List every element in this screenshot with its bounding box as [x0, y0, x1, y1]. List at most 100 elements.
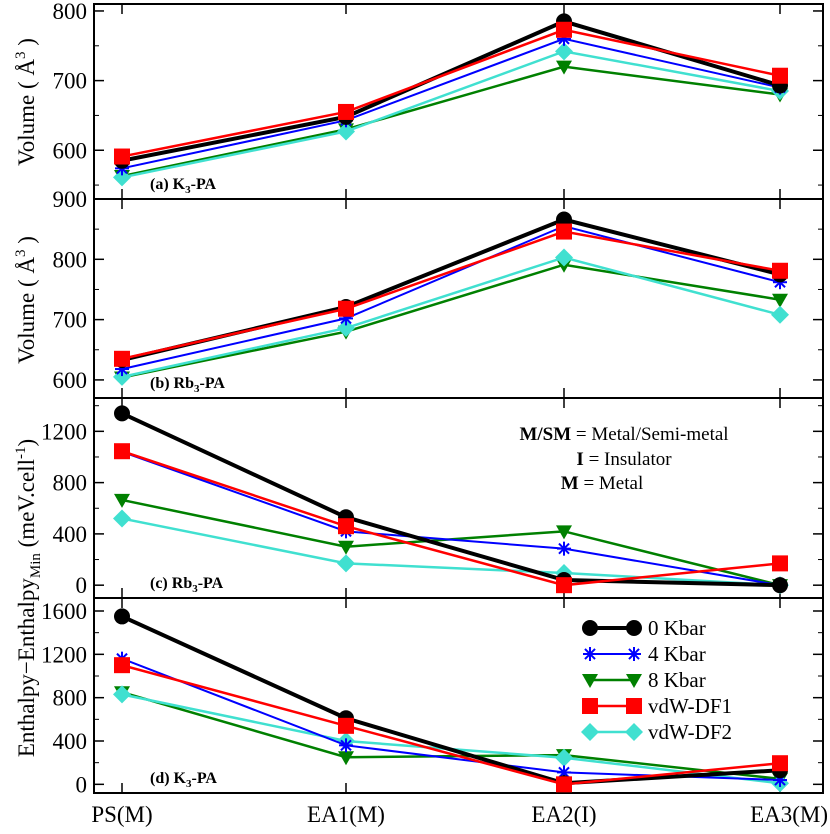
panel-label-text: (c) Rb [150, 575, 192, 592]
data-point-8-kbar [772, 293, 788, 308]
data-point-vdw-df2 [337, 554, 355, 573]
annotation-line: I = Insulator [576, 449, 672, 470]
panel-label-subscript: 3 [192, 583, 198, 595]
panel-label-b: (b) Rb3-PA [150, 375, 225, 395]
panel-label-c: (c) Rb3-PA [150, 575, 224, 595]
legend-item: vdW-DF1 [582, 694, 732, 718]
legend-marker-left [581, 723, 599, 741]
data-point-vdw-df1 [772, 555, 788, 572]
legend-marker-right [626, 674, 642, 688]
y-axis-label-superscript: 3 [13, 52, 29, 60]
series-line-vdw-df1 [121, 28, 781, 158]
y-tick-label: 0 [76, 772, 88, 797]
series-line-vdw-df2 [121, 517, 781, 587]
y-axis-label-superscript: -1 [13, 446, 29, 459]
y-axis-label-text: (meV.cell [14, 459, 39, 553]
data-point-vdw-df2 [337, 122, 355, 141]
data-point-vdw-df1 [338, 103, 354, 120]
series-line-8-kbar [121, 263, 781, 379]
data-point-vdw-df1 [114, 657, 130, 674]
y-axis-label-text: Enthalpy−Enthalpy [14, 578, 39, 758]
x-tick-label: EA1(M) [307, 802, 385, 827]
legend-marker-right-stroke [628, 648, 640, 660]
data-point-0-kbar [556, 211, 572, 228]
legend-marker-right [625, 723, 643, 741]
annotation-key: M/SM [519, 424, 571, 445]
data-point-4-kbar-stroke [558, 766, 570, 779]
y-tick-label: 0 [76, 573, 88, 598]
y-tick-label: 600 [53, 368, 88, 393]
panel-label-text: -PA [198, 575, 224, 592]
x-tick-label: EA3(M) [750, 802, 828, 827]
legend-marker-right [626, 620, 642, 636]
annotation-key: M [561, 473, 579, 494]
y-tick-label: 400 [53, 522, 88, 547]
panel-label-text: (a) K [150, 176, 186, 193]
x-tick-label: EA2(I) [531, 802, 596, 827]
panel-frame-a [93, 3, 824, 200]
data-point-vdw-df1 [338, 300, 354, 317]
panel-label-d: (d) K3-PA [150, 770, 217, 790]
y-axis-label-subscript: Min [28, 553, 44, 579]
y-axis-label-text: ) [14, 38, 39, 51]
y-tick-label: 1200 [41, 419, 87, 444]
panel-label-text: -PA [200, 375, 226, 392]
data-point-4-kbar [557, 541, 571, 556]
legend-item: vdW-DF2 [581, 720, 732, 744]
data-point-4-kbar-stroke [558, 542, 570, 555]
annotation-line: M = Metal [561, 473, 643, 494]
panel-label-a: (a) K3-PA [150, 176, 217, 196]
series-line-vdw-df1 [121, 450, 781, 587]
series-line-0-kbar [121, 411, 781, 588]
data-point-4-kbar-stroke [340, 739, 352, 752]
annotation-value: = Metal [579, 473, 644, 494]
data-point-vdw-df1 [556, 223, 572, 240]
panel-frame-d [93, 597, 824, 794]
panel-c: 0 400 800 1200 (c) Rb3-PA [41, 397, 824, 599]
data-point-vdw-df2 [555, 748, 573, 767]
data-point-8-kbar [556, 60, 572, 75]
panel-frame-b [93, 198, 824, 399]
y-tick-label: 800 [53, 247, 88, 272]
y-axis-label-text: Volume ( Å [14, 59, 39, 166]
panel-label-text: -PA [191, 176, 217, 193]
data-point-vdw-df2 [771, 305, 789, 324]
y-axis-label-enthalpy: Enthalpy−EnthalpyMin (meV.cell-1) [13, 439, 44, 757]
data-point-vdw-df1 [114, 350, 130, 367]
data-point-vdw-df1 [772, 262, 788, 279]
data-point-8-kbar [114, 493, 130, 508]
y-tick-label: 800 [53, 686, 88, 711]
annotation-value: = Insulator [584, 449, 672, 470]
panel-a: 600 700 800 (a) K3-PA [53, 0, 824, 200]
panel-label-subscript: 3 [185, 184, 191, 196]
legend-marker-left-stroke [584, 648, 596, 660]
y-tick-label: 700 [53, 69, 88, 94]
legend-marker-left [582, 674, 598, 688]
legend-marker-left [583, 647, 597, 661]
y-tick-label: 400 [53, 729, 88, 754]
y-axis-label-text: ) [14, 236, 39, 249]
annotation-value: = Metal/Semi-metal [571, 424, 728, 445]
data-point-4-kbar [557, 765, 571, 780]
data-point-vdw-df1 [114, 443, 130, 460]
y-tick-label: 1600 [41, 599, 87, 624]
data-point-0-kbar [772, 577, 788, 594]
legend-label: 4 Kbar [648, 642, 706, 666]
y-axis-label-volume: Volume ( Å3 ) [13, 38, 39, 166]
series-line-vdw-df2 [121, 50, 781, 179]
data-point-vdw-df1 [338, 717, 354, 734]
x-tick-label: PS(M) [91, 802, 152, 827]
legend-label: 0 Kbar [648, 616, 706, 640]
y-tick-label: 800 [53, 471, 88, 496]
panel-d: 0 400 800 1200 1600 (d) K3-PA [41, 597, 824, 797]
data-point-vdw-df1 [338, 518, 354, 535]
series-line-0-kbar [121, 19, 781, 163]
y-axis-label-text: ) [14, 439, 39, 447]
series-line-vdw-df1 [121, 230, 781, 361]
data-point-vdw-df2 [555, 42, 573, 61]
data-point-0-kbar [114, 608, 130, 625]
series-line-4-kbar [121, 225, 781, 371]
